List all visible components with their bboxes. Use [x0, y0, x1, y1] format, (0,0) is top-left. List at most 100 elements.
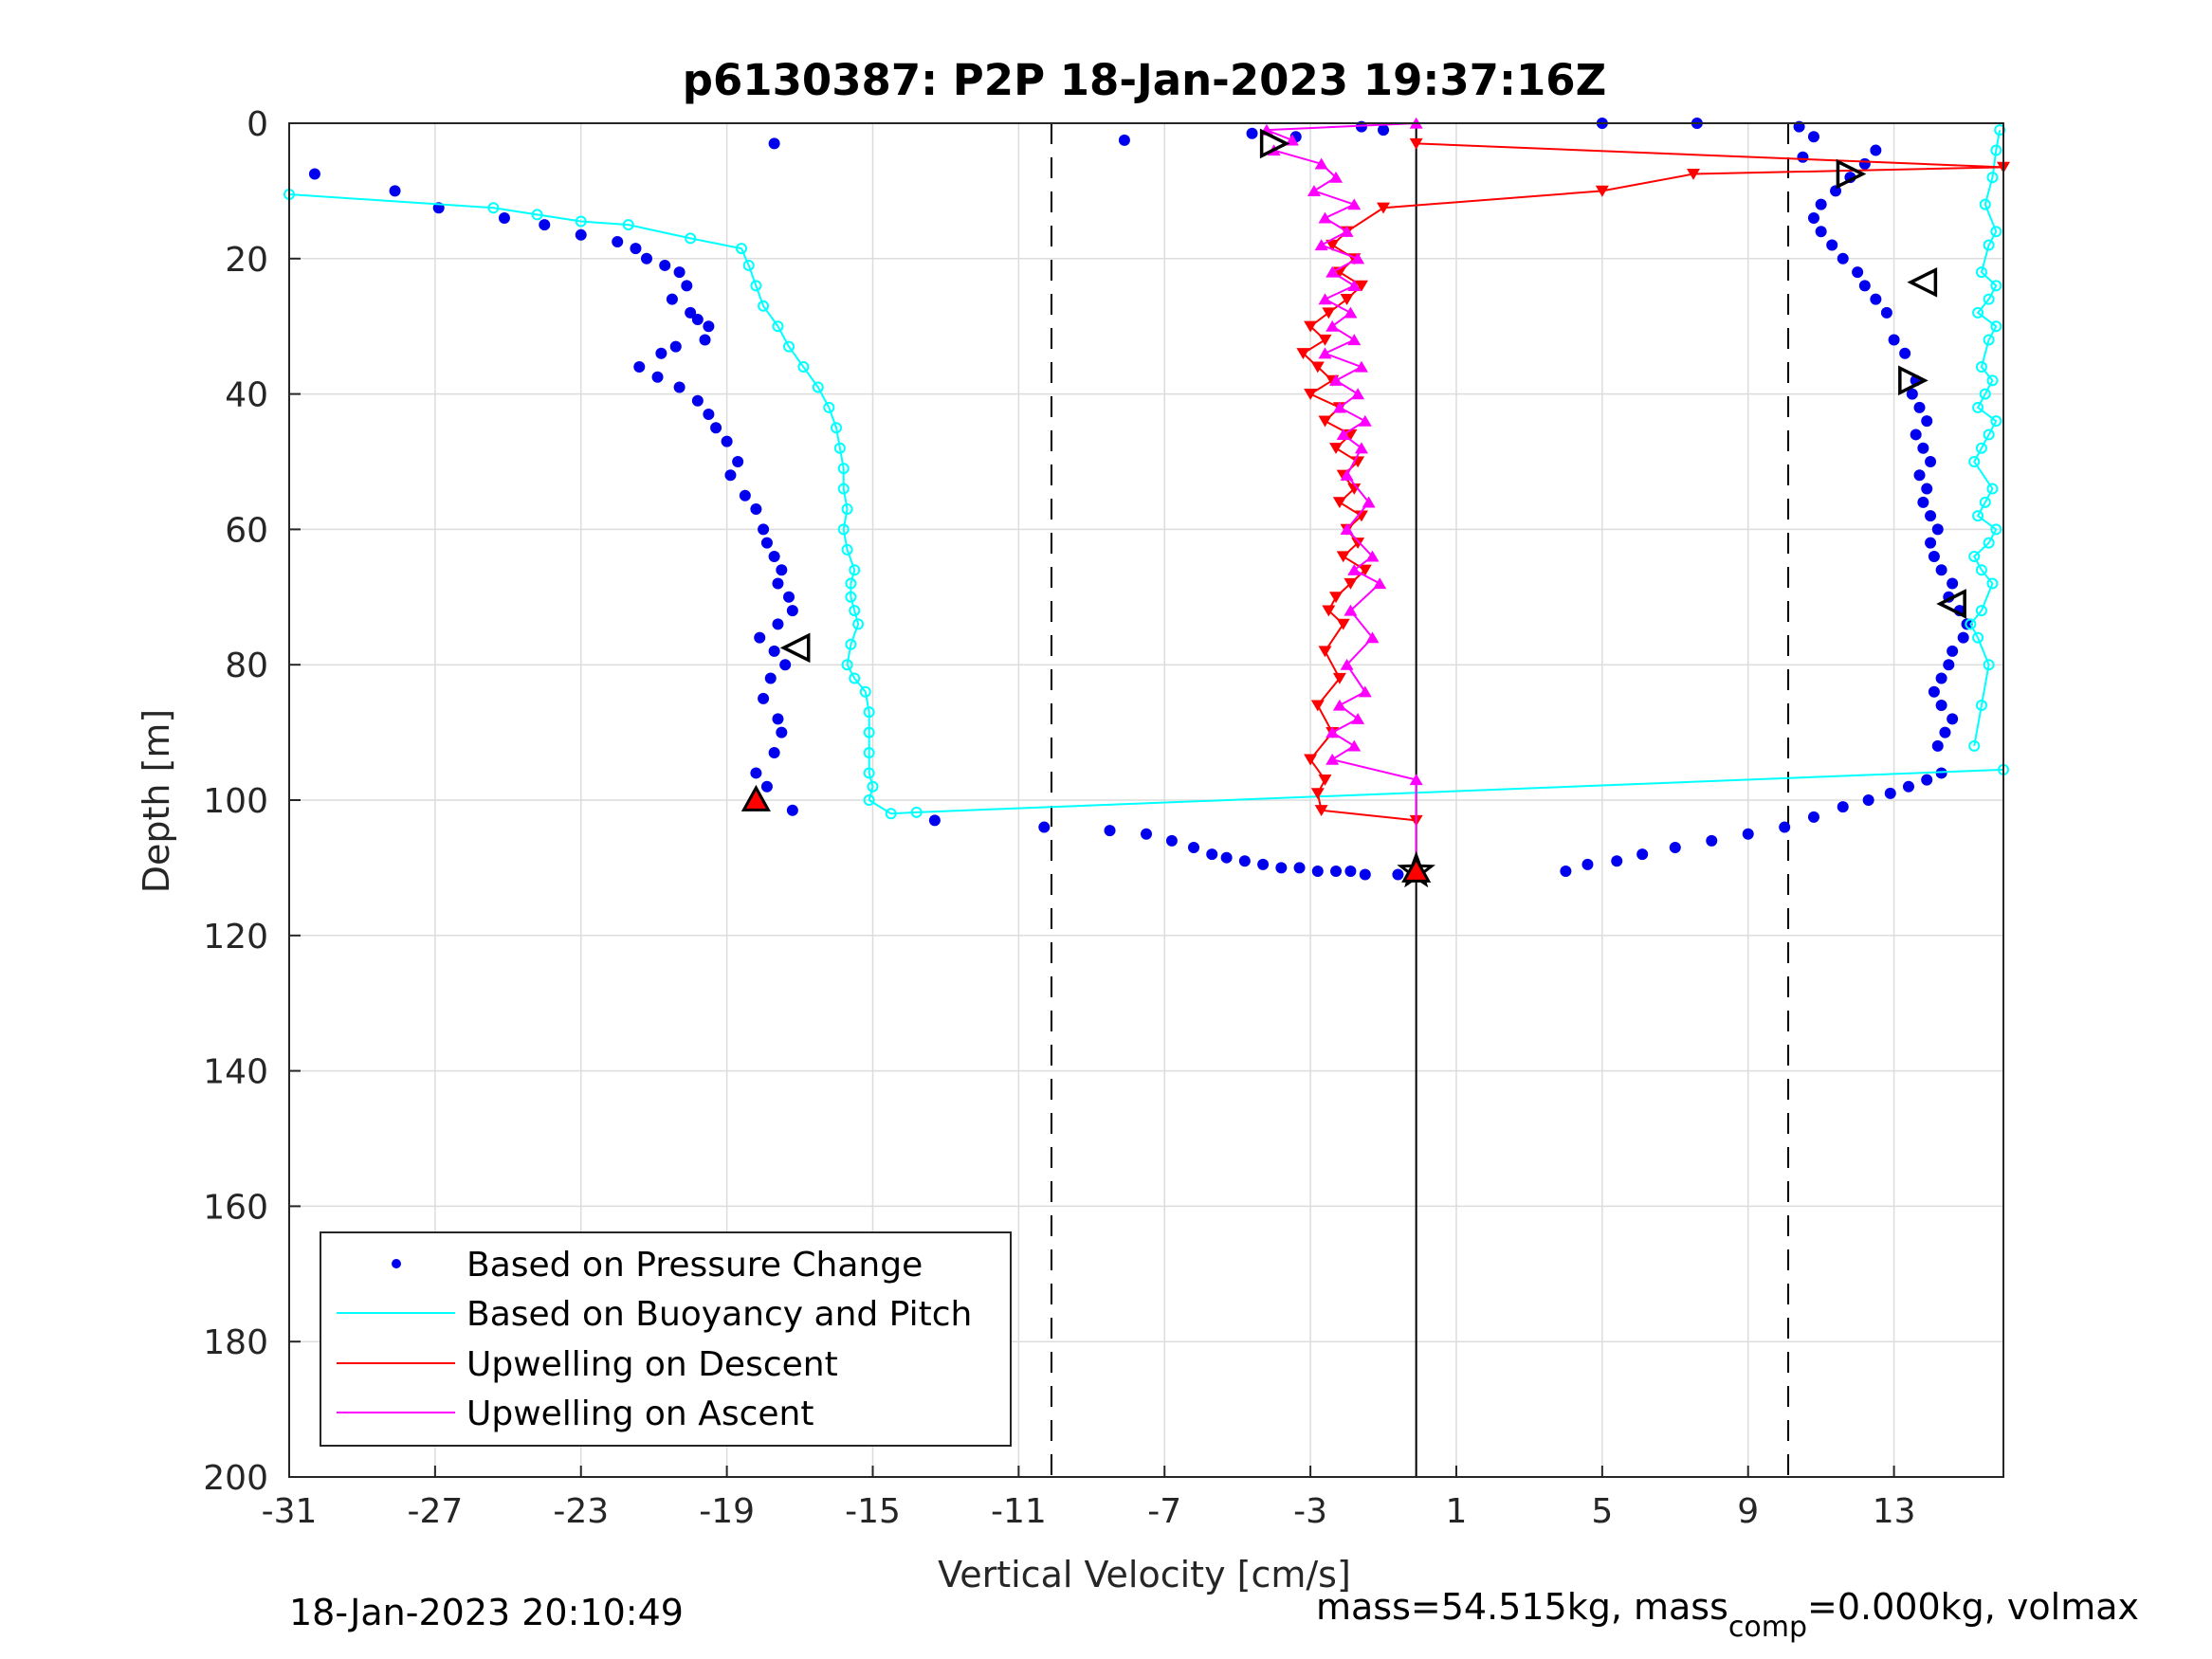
data-point: [1354, 510, 1368, 522]
data-point: [1311, 865, 1324, 877]
y-tick-label: 100: [203, 782, 268, 821]
data-point: [1858, 280, 1871, 292]
footer-mass-text-2: =0.000kg, volmax: [1807, 1586, 2139, 1628]
data-point: [1329, 374, 1344, 386]
chart-title: p6130387: P2P 18-Jan-2023 19:37:16Z: [683, 55, 1607, 105]
data-point: [1329, 171, 1344, 183]
data-point: [786, 804, 798, 816]
data-point: [1975, 442, 1987, 454]
data-point: [1347, 198, 1362, 210]
data-point: [1351, 388, 1365, 400]
data-point: [863, 706, 875, 719]
data-point: [1815, 198, 1827, 210]
data-point: [1336, 428, 1350, 441]
x-tick-label: -11: [991, 1492, 1047, 1531]
x-tick-label: 5: [1591, 1492, 1613, 1531]
data-point: [1365, 631, 1380, 644]
data-point: [1336, 618, 1350, 630]
data-point: [710, 422, 722, 434]
data-point: [845, 591, 857, 603]
data-point: [1928, 550, 1940, 562]
data-point: [779, 659, 792, 671]
data-point: [622, 219, 634, 231]
data-point: [1318, 347, 1332, 359]
data-point: [1246, 127, 1258, 139]
data-point: [758, 692, 770, 704]
data-point: [1880, 306, 1892, 319]
filled-triangle-marker: [740, 784, 771, 811]
data-point: [1336, 551, 1350, 563]
y-tick-label: 0: [247, 105, 268, 144]
data-point: [863, 747, 875, 759]
data-point: [849, 605, 861, 617]
data-point: [1902, 780, 1914, 793]
data-point: [841, 543, 853, 556]
data-point: [1104, 825, 1116, 837]
data-point: [630, 243, 642, 255]
data-point: [1351, 713, 1365, 724]
series-based-on-pressure-change-ascent-side-: [768, 118, 1973, 752]
y-tick-label: 80: [225, 647, 268, 685]
data-point: [1332, 497, 1346, 509]
open-triangle-marker: [1936, 589, 1966, 619]
data-point: [1862, 794, 1874, 806]
data-point: [1706, 834, 1718, 847]
data-point: [1377, 202, 1391, 214]
data-point: [612, 235, 624, 247]
data-point: [1935, 672, 1947, 684]
x-tick-label: -19: [699, 1492, 755, 1531]
data-point: [1972, 401, 1984, 413]
x-tick-label: -7: [1147, 1492, 1181, 1531]
data-point: [575, 228, 587, 241]
data-point: [659, 259, 671, 271]
data-point: [1870, 144, 1882, 156]
data-point: [1581, 858, 1594, 870]
data-point: [1332, 401, 1346, 413]
data-point: [1990, 280, 2002, 292]
data-point: [797, 361, 810, 374]
data-point: [1304, 320, 1318, 333]
data-point: [1983, 537, 1995, 549]
data-point: [685, 232, 697, 245]
y-tick-label: 180: [203, 1323, 268, 1362]
data-point: [1913, 469, 1926, 482]
data-point: [691, 394, 704, 407]
data-point: [1858, 157, 1871, 170]
data-point: [498, 211, 510, 224]
data-point: [1852, 266, 1864, 279]
series-line: [1969, 129, 2002, 747]
data-point: [1344, 865, 1357, 877]
data-point: [1344, 306, 1358, 319]
data-point: [863, 767, 875, 779]
data-point: [1351, 538, 1365, 549]
x-axis-label: Vertical Velocity [cm/s]: [938, 1554, 1351, 1595]
data-point: [1318, 646, 1332, 658]
data-point: [776, 726, 788, 738]
data-point: [1362, 496, 1376, 508]
data-point: [1968, 456, 1981, 467]
data-point: [1742, 828, 1754, 840]
data-point: [1910, 428, 1922, 441]
data-point: [1986, 483, 1999, 495]
data-point: [1365, 550, 1380, 562]
data-point: [1310, 700, 1325, 712]
footer-mass-subscript: comp: [1728, 1611, 1807, 1644]
data-point: [1392, 868, 1404, 881]
data-point: [1921, 483, 1933, 495]
data-point: [1560, 865, 1572, 877]
data-point: [1807, 211, 1819, 224]
data-point: [1990, 415, 2002, 428]
data-point: [732, 456, 744, 467]
data-point: [1935, 564, 1947, 576]
series-line: [1301, 142, 2004, 822]
legend-buoyancy-label: Based on Buoyancy and Pitch: [466, 1295, 972, 1334]
data-point: [655, 347, 667, 359]
data-point: [1947, 645, 1959, 657]
data-point: [772, 320, 784, 333]
data-point: [1188, 841, 1200, 853]
x-tick-label: -27: [407, 1492, 463, 1531]
data-point: [1314, 157, 1328, 170]
data-point: [852, 618, 865, 630]
data-point: [837, 483, 850, 495]
data-series: [283, 117, 2010, 881]
